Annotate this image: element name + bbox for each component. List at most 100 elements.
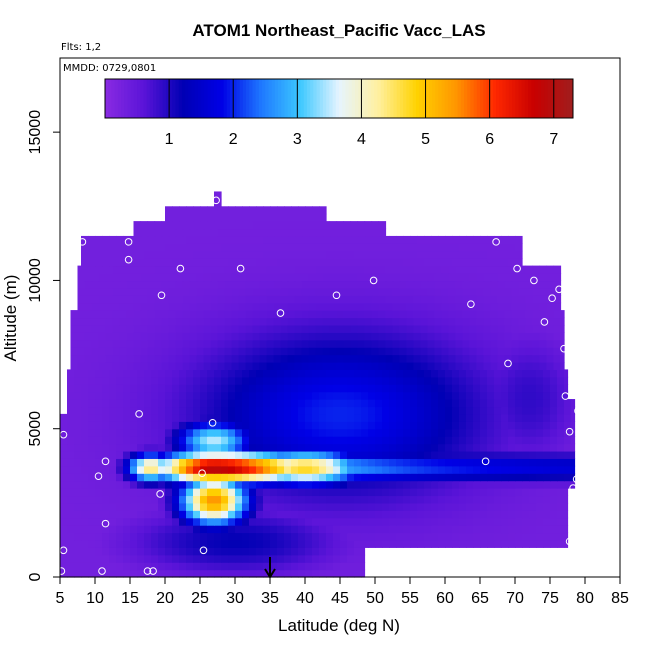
heatmap-cell bbox=[88, 554, 96, 563]
heatmap-cell bbox=[525, 310, 534, 319]
heatmap-cell bbox=[494, 532, 502, 541]
heatmap-cell bbox=[371, 265, 380, 274]
heatmap-cell bbox=[333, 539, 341, 548]
colorbar-segment bbox=[534, 79, 539, 118]
heatmap-cell bbox=[228, 450, 236, 459]
heatmap-cell bbox=[105, 273, 114, 282]
heatmap-cell bbox=[102, 473, 110, 482]
heatmap-cell bbox=[291, 525, 299, 534]
heatmap-cell bbox=[291, 554, 299, 563]
heatmap-cell bbox=[525, 287, 534, 296]
heatmap-cell bbox=[263, 450, 271, 459]
heatmap-cell bbox=[350, 347, 359, 356]
heatmap-cell bbox=[109, 450, 117, 459]
heatmap-cell bbox=[84, 280, 93, 289]
heatmap-cell bbox=[298, 436, 306, 445]
heatmap-cell bbox=[564, 406, 572, 415]
heatmap-cell bbox=[119, 273, 128, 282]
heatmap-cell bbox=[364, 332, 373, 341]
heatmap-cell bbox=[403, 384, 411, 393]
heatmap-cell bbox=[564, 376, 569, 385]
y-tick-label: 5000 bbox=[27, 411, 44, 447]
heatmap-cell bbox=[147, 324, 156, 333]
heatmap-cell bbox=[315, 361, 324, 370]
heatmap-cell bbox=[357, 221, 366, 230]
heatmap-cell bbox=[60, 510, 68, 519]
heatmap-cell bbox=[413, 287, 422, 296]
heatmap-cell bbox=[193, 450, 201, 459]
heatmap-cell bbox=[487, 399, 495, 408]
colorbar-segment bbox=[159, 79, 164, 118]
colorbar-segment bbox=[467, 79, 471, 118]
heatmap-cell bbox=[375, 391, 383, 400]
heatmap-cell bbox=[165, 406, 173, 415]
heatmap-cell bbox=[333, 450, 341, 459]
heatmap-cell bbox=[123, 376, 131, 385]
heatmap-cell bbox=[95, 554, 103, 563]
heatmap-cell bbox=[77, 273, 86, 282]
heatmap-cell bbox=[431, 428, 439, 437]
heatmap-cell bbox=[340, 502, 348, 511]
heatmap-cell bbox=[130, 399, 138, 408]
heatmap-cell bbox=[277, 436, 285, 445]
colorbar-segment bbox=[419, 79, 423, 118]
heatmap-cell bbox=[319, 258, 327, 267]
heatmap-cell bbox=[560, 347, 565, 356]
heatmap-cell bbox=[417, 391, 425, 400]
heatmap-cell bbox=[319, 458, 327, 467]
heatmap-cell bbox=[515, 406, 523, 415]
heatmap-cell bbox=[445, 436, 453, 445]
heatmap-cell bbox=[469, 332, 478, 341]
heatmap-cell bbox=[298, 406, 306, 415]
y-tick-label: 15000 bbox=[27, 110, 44, 155]
colorbar-segment bbox=[441, 79, 446, 118]
heatmap-cell bbox=[301, 302, 310, 311]
colorbar-segment bbox=[178, 79, 183, 118]
heatmap-cell bbox=[322, 265, 331, 274]
heatmap-cell bbox=[375, 369, 383, 378]
heatmap-cell bbox=[109, 243, 117, 252]
x-tick-label: 65 bbox=[471, 590, 489, 607]
heatmap-cell bbox=[186, 428, 194, 437]
heatmap-cell bbox=[312, 517, 320, 526]
heatmap-cell bbox=[263, 465, 271, 474]
heatmap-cell bbox=[168, 354, 177, 363]
heatmap-cell bbox=[371, 354, 380, 363]
heatmap-cell bbox=[336, 280, 345, 289]
heatmap-cell bbox=[172, 369, 180, 378]
heatmap-cell bbox=[448, 339, 457, 348]
heatmap-cell bbox=[354, 369, 362, 378]
heatmap-cell bbox=[319, 376, 327, 385]
heatmap-cell bbox=[329, 324, 338, 333]
heatmap-cell bbox=[301, 347, 310, 356]
heatmap-cell bbox=[130, 428, 138, 437]
colorbar-segment bbox=[550, 79, 555, 118]
heatmap-cell bbox=[137, 480, 145, 489]
heatmap-cell bbox=[186, 443, 194, 452]
heatmap-cell bbox=[280, 265, 289, 274]
heatmap-cell bbox=[431, 421, 439, 430]
heatmap-cell bbox=[245, 332, 254, 341]
heatmap-cell bbox=[179, 406, 187, 415]
heatmap-cell bbox=[441, 310, 450, 319]
heatmap-cell bbox=[189, 221, 198, 230]
colorbar-segment bbox=[181, 79, 186, 118]
heatmap-cell bbox=[67, 473, 75, 482]
heatmap-cell bbox=[74, 436, 82, 445]
heatmap-cell bbox=[522, 369, 530, 378]
heatmap-cell bbox=[95, 369, 103, 378]
heatmap-cell bbox=[326, 517, 334, 526]
heatmap-cell bbox=[543, 391, 551, 400]
heatmap-cell bbox=[403, 243, 411, 252]
heatmap-cell bbox=[385, 361, 394, 370]
heatmap-cell bbox=[385, 339, 394, 348]
heatmap-cell bbox=[438, 391, 446, 400]
heatmap-cell bbox=[193, 532, 201, 541]
heatmap-cell bbox=[357, 347, 366, 356]
heatmap-cell bbox=[217, 295, 226, 304]
heatmap-cell bbox=[102, 495, 110, 504]
heatmap-cell bbox=[203, 302, 212, 311]
heatmap-cell bbox=[186, 450, 194, 459]
colorbar-segment bbox=[396, 79, 401, 118]
heatmap-cell bbox=[270, 406, 278, 415]
